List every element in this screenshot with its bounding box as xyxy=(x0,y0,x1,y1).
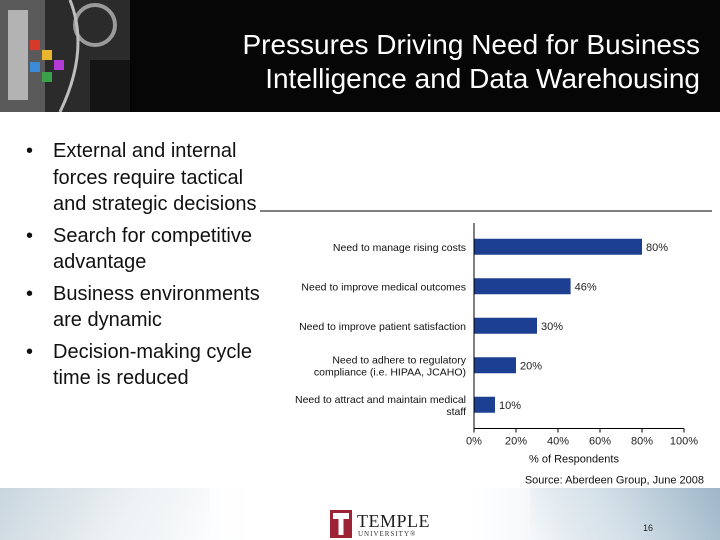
category-label-line: Need to improve medical outcomes xyxy=(301,281,466,293)
category-label-line: Need to adhere to regulatory xyxy=(332,354,466,366)
category-label: Need to improve patient satisfaction xyxy=(299,321,466,333)
bullet-item: • Business environments are dynamic xyxy=(26,281,266,334)
bullet-item: • External and internal forces require t… xyxy=(26,138,266,218)
category-label-line: staff xyxy=(446,406,466,418)
data-label: 20% xyxy=(520,360,542,372)
bullet-item: • Search for competitive advantage xyxy=(26,223,266,276)
chart-source: Source: Aberdeen Group, June 2008 xyxy=(525,475,704,487)
x-tick-label: 100% xyxy=(670,436,698,448)
bar xyxy=(474,357,516,374)
bar xyxy=(474,396,495,413)
bar xyxy=(474,278,571,295)
x-axis-label: % of Respondents xyxy=(529,454,619,466)
bullet-text: Decision-making cycle time is reduced xyxy=(53,340,252,390)
title-line: Intelligence and Data Warehousing xyxy=(265,63,700,94)
logo-wordmark: TEMPLE xyxy=(357,511,430,531)
bullet-icon: • xyxy=(26,282,34,305)
x-tick-label: 80% xyxy=(631,436,653,448)
logo-subtext: UNIVERSITY® xyxy=(358,530,417,538)
category-label: Need to manage rising costs xyxy=(333,242,466,254)
bar-chart: 80% Need to manage rising costs 46% Need to… xyxy=(260,210,712,487)
x-tick-label: 40% xyxy=(547,436,569,448)
page-title: Pressures Driving Need for Business Inte… xyxy=(140,28,700,96)
x-tick-label: 20% xyxy=(505,436,527,448)
bar xyxy=(474,317,537,334)
x-tick-label: 0% xyxy=(466,436,482,448)
bullet-item: • Decision-making cycle time is reduced xyxy=(26,339,266,392)
title-line: Pressures Driving Need for Business xyxy=(242,29,700,60)
bullet-icon: • xyxy=(26,224,34,247)
footer-photo xyxy=(0,488,210,540)
medical-collage-image xyxy=(0,0,130,112)
bullet-text: External and internal forces require tac… xyxy=(53,140,257,215)
data-label: 46% xyxy=(575,281,597,293)
category-label-line: Need to attract and maintain medical xyxy=(295,394,466,406)
bullet-icon: • xyxy=(26,340,34,363)
category-label-line: Need to improve patient satisfaction xyxy=(299,321,466,333)
page-number: 16 xyxy=(643,523,654,533)
category-label: Need to improve medical outcomes xyxy=(301,281,466,293)
title-bar: Pressures Driving Need for Business Inte… xyxy=(0,0,720,112)
data-label: 30% xyxy=(541,321,563,333)
bar xyxy=(474,238,642,255)
x-tick-label: 60% xyxy=(589,436,611,448)
category-label-line: Need to manage rising costs xyxy=(333,242,466,254)
bullet-icon: • xyxy=(26,140,34,162)
category-label: Need to attract and maintain medical staf… xyxy=(295,394,466,418)
bullet-text: Search for competitive advantage xyxy=(53,224,252,274)
category-label-line: compliance (i.e. HIPAA, JCAHO) xyxy=(314,366,466,378)
data-label: 10% xyxy=(499,400,521,412)
bullet-list: • External and internal forces require t… xyxy=(26,138,266,397)
data-label: 80% xyxy=(646,242,668,254)
bullet-text: Business environments are dynamic xyxy=(53,282,260,332)
footer-bar: TEMPLE UNIVERSITY® xyxy=(0,488,720,540)
category-label: Need to adhere to regulatory compliance (… xyxy=(314,354,467,378)
temple-t-icon xyxy=(330,510,352,538)
footer-photo xyxy=(530,488,720,540)
